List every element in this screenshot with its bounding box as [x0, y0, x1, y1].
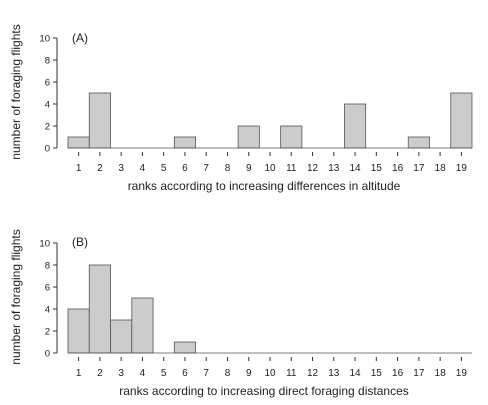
x-tick-label: 2 [97, 368, 103, 379]
x-tick-label: 2 [97, 163, 103, 174]
x-tick-label: 8 [225, 368, 231, 379]
y-tick-label: 2 [45, 327, 50, 338]
y-tick-label: 4 [45, 100, 50, 111]
y-tick-label: 0 [45, 144, 50, 155]
x-tick-label: 3 [118, 163, 124, 174]
bar [344, 103, 367, 149]
x-tick-label: 16 [392, 368, 404, 379]
bar [407, 136, 430, 149]
bar [131, 297, 154, 354]
x-tick-label: 6 [182, 163, 188, 174]
x-tick-label: 3 [118, 368, 124, 379]
x-tick-label: 15 [371, 163, 383, 174]
y-tick-label: 2 [45, 122, 50, 133]
x-tick-label: 4 [140, 163, 146, 174]
x-tick-label: 11 [286, 163, 297, 174]
x-axis-label: ranks according to increasing direct for… [119, 384, 409, 398]
x-tick-label: 19 [456, 163, 468, 174]
y-tick-label: 6 [45, 78, 50, 89]
x-tick-label: 4 [140, 368, 146, 379]
x-tick-label: 11 [286, 368, 297, 379]
y-tick-label: 10 [39, 34, 50, 45]
bar [88, 92, 111, 149]
x-tick-label: 17 [413, 163, 425, 174]
x-tick-label: 13 [328, 368, 340, 379]
x-tick-label: 14 [349, 368, 361, 379]
y-tick-label: 4 [45, 305, 50, 316]
x-tick-label: 17 [413, 368, 425, 379]
x-tick-label: 7 [203, 163, 209, 174]
x-tick-label: 16 [392, 163, 404, 174]
x-tick-label: 15 [371, 368, 383, 379]
x-tick-label: 9 [246, 368, 252, 379]
x-tick-label: 14 [349, 163, 361, 174]
x-tick-label: 18 [435, 163, 447, 174]
x-tick-label: 10 [264, 368, 276, 379]
x-tick-label: 10 [264, 163, 276, 174]
bar [67, 136, 90, 149]
panel-label: (A) [72, 31, 88, 45]
y-tick-label: 8 [45, 261, 50, 272]
bar [280, 125, 303, 149]
y-tick-label: 8 [45, 56, 50, 67]
bar [237, 125, 260, 149]
x-tick-label: 9 [246, 163, 252, 174]
x-tick-label: 12 [307, 163, 319, 174]
x-tick-label: 5 [161, 163, 167, 174]
bar [173, 136, 196, 149]
bar [110, 319, 133, 354]
x-tick-label: 8 [225, 163, 231, 174]
panel-label: (B) [72, 235, 88, 249]
y-axis-label: number of foraging flights [9, 229, 23, 364]
x-tick-label: 13 [328, 163, 340, 174]
bar [450, 92, 473, 149]
y-tick-label: 6 [45, 283, 50, 294]
bar [88, 264, 111, 354]
y-tick-label: 0 [45, 349, 50, 360]
x-tick-label: 12 [307, 368, 319, 379]
x-tick-label: 5 [161, 368, 167, 379]
x-tick-label: 18 [435, 368, 447, 379]
x-tick-label: 6 [182, 368, 188, 379]
x-tick-label: 1 [76, 163, 82, 174]
y-tick-label: 10 [39, 239, 50, 250]
bar [173, 341, 196, 354]
x-tick-label: 1 [76, 368, 82, 379]
y-axis-label: number of foraging flights [9, 24, 23, 159]
x-tick-label: 19 [456, 368, 468, 379]
x-axis-label: ranks according to increasing difference… [128, 179, 401, 193]
x-tick-label: 7 [203, 368, 209, 379]
bar [67, 308, 90, 354]
